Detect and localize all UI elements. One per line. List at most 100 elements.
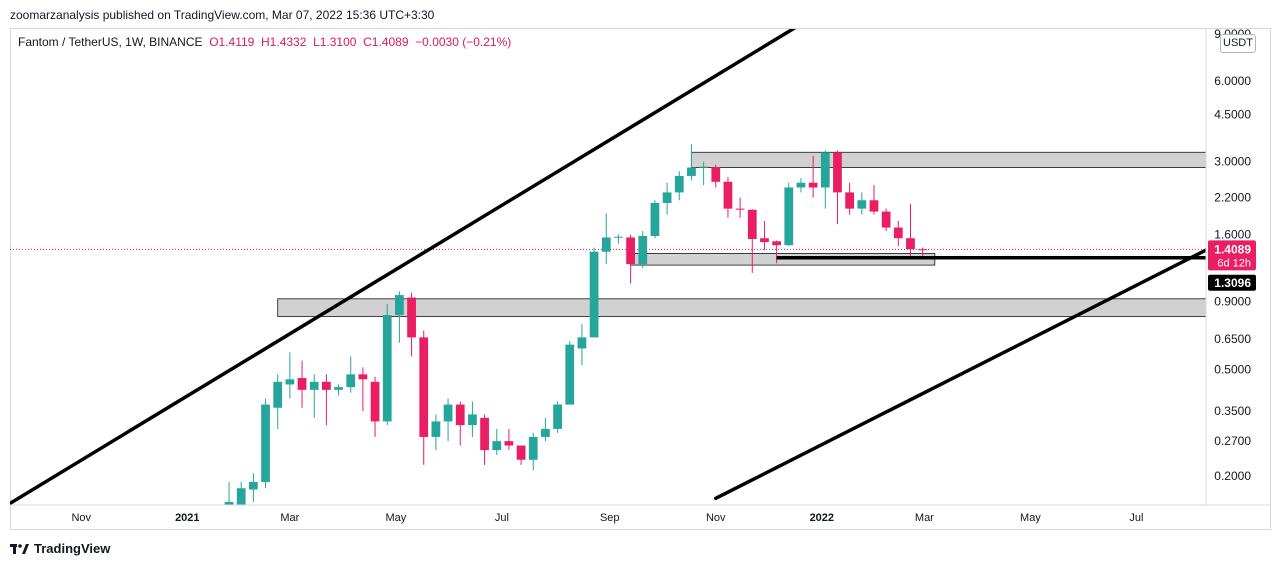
candle-32 — [614, 234, 623, 244]
candle-27 — [553, 401, 562, 433]
candle-6 — [297, 360, 307, 408]
candle-body — [833, 152, 842, 193]
ohlc-close: C1.4089 — [363, 35, 409, 49]
time-tick-label: Nov — [71, 512, 91, 524]
candle-29 — [577, 324, 587, 366]
candle-38 — [687, 144, 696, 181]
candle-body — [857, 200, 867, 209]
candle-body — [638, 236, 648, 265]
candle-body — [285, 379, 295, 385]
price-tick-label: 0.2700 — [1214, 434, 1251, 448]
trendline-0 — [10, 29, 797, 505]
candle-52 — [857, 192, 867, 215]
candle-body — [626, 237, 635, 265]
candle-21 — [480, 414, 489, 465]
tradingview-footer[interactable]: TradingView — [10, 541, 110, 556]
price-tick-label: 3.0000 — [1214, 155, 1251, 169]
candle-body — [723, 181, 733, 209]
time-tick-label: Jul — [495, 512, 509, 524]
candle-7 — [309, 374, 319, 418]
candle-1 — [236, 481, 246, 505]
candle-16 — [419, 330, 429, 465]
price-tick-label: 2.2000 — [1214, 191, 1251, 205]
candle-18 — [443, 398, 453, 442]
candle-body — [614, 236, 623, 238]
symbol-name: Fantom / TetherUS, 1W, BINANCE — [18, 35, 203, 49]
candle-2 — [248, 473, 258, 502]
candle-body — [869, 200, 879, 212]
candle-body — [747, 209, 757, 239]
candle-46 — [784, 182, 794, 246]
candle-body — [565, 344, 575, 405]
candle-body — [480, 417, 489, 451]
support-price-bg — [1208, 274, 1256, 291]
candle-body — [881, 211, 891, 228]
candle-body — [674, 175, 684, 193]
candle-body — [224, 501, 234, 505]
support-price-value: 1.3096 — [1214, 276, 1251, 290]
candle-body — [906, 238, 915, 250]
candle-15 — [407, 292, 416, 357]
symbol-legend: Fantom / TetherUS, 1W, BINANCE O1.4119 H… — [18, 35, 511, 49]
candle-22 — [492, 428, 502, 455]
ohlc-high: H1.4332 — [261, 35, 307, 49]
last-price-bg — [1208, 240, 1256, 271]
candle-body — [407, 297, 416, 338]
price-tick-label: 1.6000 — [1214, 228, 1251, 242]
candle-body — [589, 251, 599, 338]
time-tick-label: Sep — [600, 512, 620, 524]
candle-body — [492, 441, 502, 451]
time-tick-label: Mar — [280, 512, 299, 524]
time-tick-label: Jul — [1129, 512, 1143, 524]
candle-body — [504, 441, 514, 446]
candle-30 — [589, 247, 599, 338]
candle-9 — [334, 384, 343, 396]
candle-31 — [601, 213, 611, 265]
ohlc-change: −0.0030 (−0.21%) — [415, 35, 512, 49]
candle-body — [431, 421, 441, 437]
candles — [224, 144, 1206, 505]
candle-body — [820, 152, 830, 188]
candle-3 — [261, 398, 270, 489]
zone-0 — [277, 298, 1206, 317]
candle-33 — [626, 234, 635, 284]
price-axis: 9.00006.00004.50003.00002.20001.60000.90… — [1205, 27, 1251, 505]
candle-body — [419, 337, 429, 437]
candle-body — [370, 381, 380, 422]
candle-49 — [820, 150, 830, 209]
time-tick-label: May — [1020, 512, 1041, 524]
time-axis: Nov 2021 Mar May Jul Sep Nov 2022 Mar May Jul — [10, 504, 1270, 524]
candle-body — [455, 404, 465, 426]
candle-35 — [650, 200, 660, 239]
currency-button[interactable]: USDT — [1220, 34, 1256, 53]
tradingview-logo-icon — [10, 543, 29, 554]
candle-47 — [796, 178, 806, 193]
candle-8 — [322, 374, 331, 426]
price-tick-label: 0.3500 — [1214, 404, 1251, 418]
candle-4 — [273, 374, 283, 429]
price-tick-label: 0.9000 — [1214, 294, 1251, 308]
candle-26 — [541, 417, 550, 442]
candle-42 — [735, 197, 745, 218]
price-tick-label: 0.5000 — [1214, 363, 1251, 377]
candle-56 — [906, 204, 915, 257]
candle-0 — [224, 481, 234, 505]
candle-body — [248, 481, 258, 490]
candle-body — [322, 381, 331, 390]
price-tick-label: 6.0000 — [1214, 74, 1251, 88]
time-tick-label: 2021 — [175, 512, 199, 524]
time-tick-label: Mar — [915, 512, 934, 524]
ohlc-open: O1.4119 — [209, 35, 255, 49]
candle-body — [699, 166, 708, 168]
candle-body — [541, 428, 550, 437]
candle-19 — [455, 401, 465, 446]
last-price-value: 1.4089 — [1214, 242, 1251, 256]
candle-55 — [893, 220, 903, 246]
candle-body — [687, 167, 696, 176]
candle-11 — [358, 367, 368, 412]
candle-24 — [516, 445, 526, 465]
candle-body — [236, 488, 246, 505]
